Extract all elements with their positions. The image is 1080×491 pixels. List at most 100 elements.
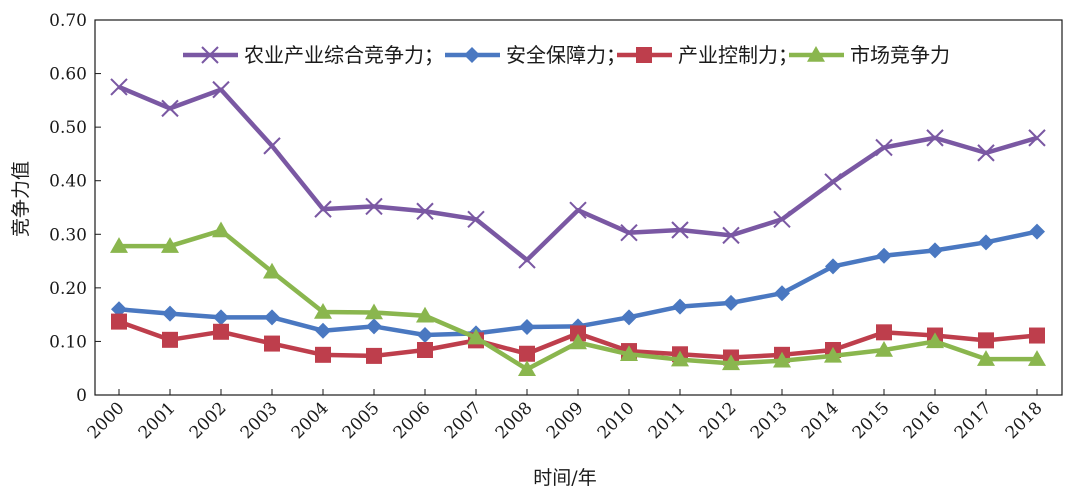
legend-marker bbox=[807, 46, 825, 62]
data-point bbox=[161, 237, 179, 253]
marker-stroke bbox=[518, 251, 536, 269]
data-point bbox=[876, 324, 892, 341]
data-point bbox=[111, 301, 127, 318]
data-point bbox=[467, 210, 485, 228]
data-point bbox=[569, 201, 587, 219]
data-point bbox=[162, 305, 178, 322]
data-point bbox=[519, 318, 535, 335]
data-point bbox=[365, 197, 383, 216]
x-tick-label: 2018 bbox=[1002, 398, 1047, 443]
x-tick-label: 2011 bbox=[645, 398, 690, 443]
series-2 bbox=[111, 223, 1045, 343]
marker-stroke bbox=[201, 46, 219, 64]
legend-item: 安全保障力； bbox=[445, 43, 626, 67]
legend-item: 市场竞争力 bbox=[789, 43, 950, 67]
data-point bbox=[1028, 350, 1046, 366]
x-tick-label: 2016 bbox=[900, 398, 945, 443]
data-point bbox=[314, 200, 332, 218]
x-tick-label: 2012 bbox=[696, 398, 741, 443]
x-tick-label: 2004 bbox=[288, 398, 333, 443]
legend-label: 市场竞争力 bbox=[850, 43, 950, 67]
marker-stroke bbox=[875, 138, 893, 157]
series-layer bbox=[110, 78, 1046, 377]
data-point bbox=[315, 346, 331, 363]
x-tick-label: 2014 bbox=[798, 398, 843, 443]
data-point bbox=[876, 247, 892, 264]
data-point bbox=[416, 202, 434, 220]
data-point bbox=[110, 237, 128, 253]
x-tick-label: 2015 bbox=[849, 398, 894, 443]
data-point bbox=[366, 347, 382, 364]
data-point bbox=[722, 354, 740, 371]
y-tick-label: 0 bbox=[76, 386, 87, 406]
marker-stroke bbox=[926, 129, 944, 147]
data-point bbox=[978, 234, 994, 251]
x-tick-label: 2000 bbox=[84, 398, 129, 443]
data-point bbox=[723, 294, 739, 311]
data-point bbox=[213, 309, 229, 326]
legend-label: 农业产业综合竞争力； bbox=[244, 43, 444, 67]
data-point bbox=[977, 350, 995, 366]
data-point bbox=[825, 258, 841, 275]
marker-stroke bbox=[671, 221, 689, 239]
legend-item: 产业控制力； bbox=[617, 43, 798, 67]
y-tick-label: 0.60 bbox=[49, 65, 87, 85]
data-point bbox=[263, 262, 281, 279]
data-point bbox=[620, 223, 638, 242]
data-point bbox=[672, 298, 688, 315]
marker-stroke bbox=[314, 200, 332, 218]
marker-stroke bbox=[212, 80, 230, 99]
data-point bbox=[315, 322, 331, 339]
data-point bbox=[162, 331, 178, 348]
series-1 bbox=[110, 78, 1046, 269]
marker-stroke bbox=[824, 173, 842, 191]
y-tick-label: 0.40 bbox=[49, 172, 87, 192]
y-tick-label: 0.20 bbox=[49, 279, 87, 299]
data-point bbox=[774, 285, 790, 302]
data-point bbox=[927, 242, 943, 259]
data-point bbox=[824, 173, 842, 191]
data-point bbox=[977, 144, 995, 162]
data-point bbox=[773, 210, 791, 228]
x-tick-label: 2005 bbox=[339, 398, 384, 443]
legend-marker bbox=[201, 46, 219, 64]
data-point bbox=[570, 325, 586, 342]
data-point bbox=[518, 360, 536, 377]
data-point bbox=[264, 335, 280, 352]
legend-label: 安全保障力； bbox=[506, 43, 626, 67]
data-point bbox=[212, 221, 230, 238]
x-tick-label: 2017 bbox=[951, 398, 996, 443]
marker-stroke bbox=[161, 99, 179, 118]
data-point bbox=[366, 318, 382, 335]
data-point bbox=[111, 313, 127, 330]
x-axis-title: 时间/年 bbox=[533, 467, 596, 489]
data-point bbox=[417, 327, 433, 343]
data-point bbox=[671, 350, 689, 367]
y-axis-title: 竞争力值 bbox=[10, 161, 32, 237]
marker-stroke bbox=[620, 223, 638, 242]
x-tick-label: 2003 bbox=[237, 398, 282, 443]
data-point bbox=[875, 341, 893, 357]
y-tick-label: 0.70 bbox=[49, 11, 87, 31]
data-point bbox=[110, 78, 128, 96]
x-axis-ticks: 2000 2001 2002 2003 2004 2005 2006 2007 2008 2009… bbox=[84, 389, 1047, 443]
marker-stroke bbox=[467, 210, 485, 228]
data-point bbox=[519, 345, 535, 362]
data-point bbox=[263, 137, 281, 155]
data-point bbox=[1029, 223, 1045, 240]
x-tick-label: 2002 bbox=[186, 398, 231, 443]
data-point bbox=[671, 221, 689, 239]
x-tick-label: 2008 bbox=[492, 398, 537, 443]
series-line bbox=[118, 84, 1038, 263]
data-point bbox=[314, 302, 332, 319]
data-point bbox=[416, 306, 434, 323]
legend: 农业产业综合竞争力； 安全保障力； 产业控制力； 市场竞争力 bbox=[183, 43, 950, 67]
x-tick-label: 2009 bbox=[543, 398, 588, 443]
legend-item: 农业产业综合竞争力； bbox=[183, 43, 444, 67]
legend-marker bbox=[636, 47, 652, 63]
data-point bbox=[213, 323, 229, 340]
data-point bbox=[773, 351, 791, 368]
data-point bbox=[621, 309, 637, 326]
marker-stroke bbox=[569, 201, 587, 219]
